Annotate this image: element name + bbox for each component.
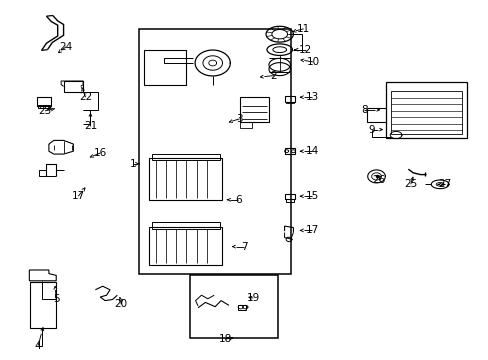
Bar xyxy=(37,97,51,106)
Bar xyxy=(189,275,277,338)
Text: 5: 5 xyxy=(53,294,60,304)
Bar xyxy=(151,222,220,229)
Text: 13: 13 xyxy=(305,92,318,102)
Text: 22: 22 xyxy=(79,92,92,102)
Text: 12: 12 xyxy=(298,45,312,55)
Text: 24: 24 xyxy=(59,42,73,52)
Bar xyxy=(63,81,83,92)
Bar xyxy=(239,122,251,128)
Text: 16: 16 xyxy=(93,148,107,158)
Text: 8: 8 xyxy=(360,105,367,115)
Text: 19: 19 xyxy=(246,293,260,303)
Bar xyxy=(139,29,290,274)
Text: 9: 9 xyxy=(367,125,374,135)
Bar xyxy=(149,158,222,200)
Text: 2: 2 xyxy=(270,71,277,81)
Text: 10: 10 xyxy=(306,57,319,67)
Bar xyxy=(149,227,222,265)
Text: 17: 17 xyxy=(71,191,85,201)
Text: 23: 23 xyxy=(38,106,52,116)
Text: 14: 14 xyxy=(305,146,318,156)
Bar xyxy=(237,305,246,310)
Text: 4: 4 xyxy=(35,341,41,351)
Text: 26: 26 xyxy=(371,175,385,185)
Text: 1: 1 xyxy=(129,159,136,169)
Bar xyxy=(390,91,461,134)
Text: 25: 25 xyxy=(403,179,417,189)
Text: 6: 6 xyxy=(234,195,241,205)
Bar xyxy=(38,105,50,108)
Bar xyxy=(386,82,466,138)
Text: 7: 7 xyxy=(241,242,247,252)
Bar xyxy=(239,97,268,122)
Text: 18: 18 xyxy=(218,334,231,344)
Text: 11: 11 xyxy=(296,24,310,34)
Text: 27: 27 xyxy=(437,179,451,189)
Text: 15: 15 xyxy=(305,191,318,201)
Text: 17: 17 xyxy=(305,225,318,235)
Bar xyxy=(284,96,295,102)
Bar xyxy=(151,154,220,160)
Text: 21: 21 xyxy=(83,121,97,131)
Bar xyxy=(30,282,56,328)
Text: 3: 3 xyxy=(236,114,243,124)
Text: 20: 20 xyxy=(115,299,127,309)
Bar xyxy=(285,102,294,103)
Bar xyxy=(284,148,295,154)
Bar xyxy=(144,50,185,85)
